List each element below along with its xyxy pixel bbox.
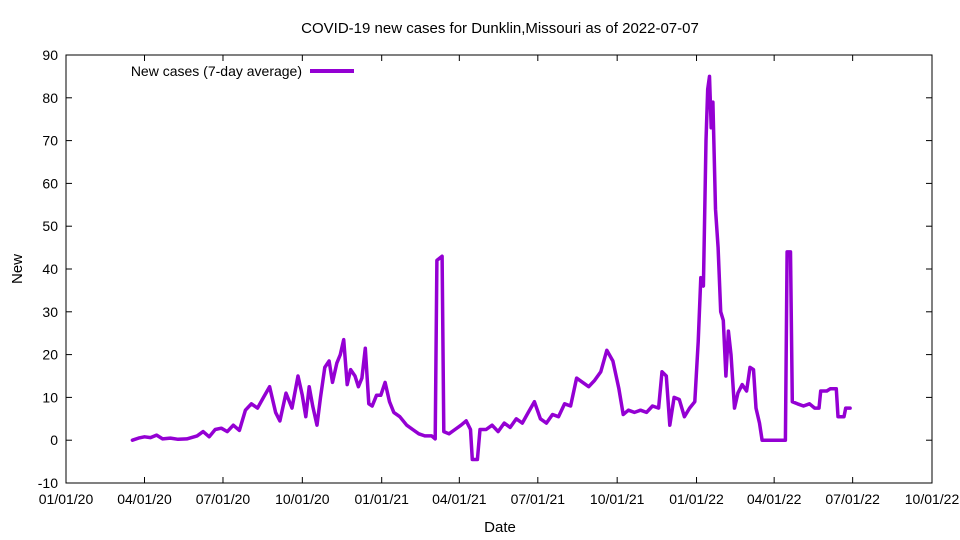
- legend: New cases (7-day average): [131, 63, 354, 79]
- x-axis: 01/01/20 04/01/20 07/01/20 10/01/20 01/01/21…: [39, 55, 960, 507]
- x-tick-label: 07/01/21: [511, 491, 566, 507]
- x-tick-label: 07/01/20: [196, 491, 251, 507]
- y-tick-label: 70: [42, 133, 58, 149]
- x-tick-label: 10/01/21: [590, 491, 645, 507]
- y-tick-label: -10: [38, 475, 58, 491]
- y-tick-label: 40: [42, 261, 58, 277]
- y-tick-label: 10: [42, 389, 58, 405]
- y-tick-label: 80: [42, 90, 58, 106]
- y-tick-label: 90: [42, 47, 58, 63]
- plot-frame: [65, 54, 933, 484]
- y-tick-label: 30: [42, 304, 58, 320]
- y-axis: -10 0 10 20 30 40 50 60 70 80 90: [38, 47, 932, 491]
- x-tick-label: 04/01/22: [747, 491, 802, 507]
- x-tick-label: 10/01/22: [905, 491, 960, 507]
- series-line-0: [130, 74, 852, 462]
- x-tick-label: 01/01/20: [39, 491, 94, 507]
- chart-title: COVID-19 new cases for Dunklin,Missouri …: [301, 20, 699, 37]
- y-tick-label: 0: [50, 432, 58, 448]
- x-tick-label: 01/01/22: [669, 491, 724, 507]
- x-tick-label: 07/01/22: [825, 491, 880, 507]
- x-tick-label: 10/01/20: [275, 491, 330, 507]
- x-axis-title: Date: [484, 519, 516, 536]
- x-tick-label: 04/01/21: [432, 491, 487, 507]
- y-tick-label: 50: [42, 218, 58, 234]
- series-layer: [130, 74, 852, 462]
- x-tick-label: 04/01/20: [117, 491, 172, 507]
- x-tick-label: 01/01/21: [354, 491, 409, 507]
- y-axis-title: New: [9, 254, 26, 284]
- y-tick-label: 20: [42, 347, 58, 363]
- y-tick-label: 60: [42, 175, 58, 191]
- legend-label: New cases (7-day average): [131, 63, 302, 79]
